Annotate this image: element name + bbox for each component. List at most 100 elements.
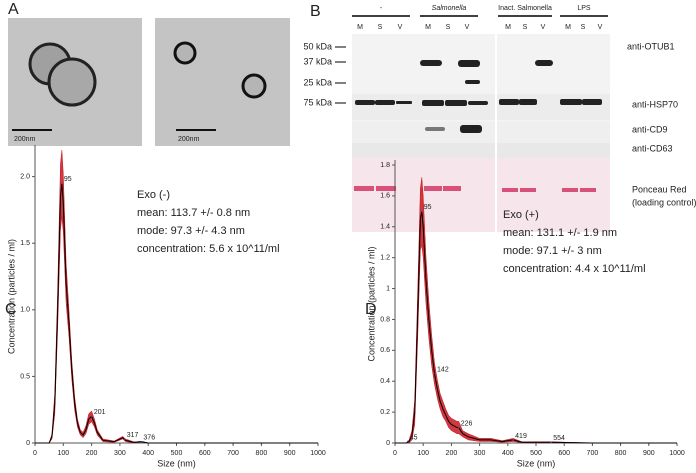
error-band <box>395 177 677 444</box>
y-tick-label: 0.4 <box>380 378 390 385</box>
marker-label: 50 kDa <box>303 41 332 51</box>
x-tick-label: 200 <box>446 450 458 457</box>
y-tick-label: 0.6 <box>380 347 390 354</box>
y-tick-label: 1.5 <box>20 240 30 247</box>
peak-label: 45 <box>410 434 418 441</box>
x-tick-label: 0 <box>393 450 397 457</box>
blot-label: anti-CD9 <box>632 124 668 134</box>
annotation: Exo (+) <box>503 209 539 221</box>
peak-marker <box>61 182 63 185</box>
y-tick-label: 1.0 <box>20 307 30 314</box>
peak-marker <box>140 440 143 443</box>
panel-label: A <box>8 1 19 18</box>
y-axis-label: Concentration (particles / ml) <box>366 246 376 361</box>
y-axis-label: Concentration (particles / ml) <box>6 239 16 354</box>
vesicle <box>173 41 197 65</box>
y-tick-label: 2.0 <box>20 173 30 180</box>
annotation: mode: 97.3 +/- 4.3 nm <box>137 225 245 237</box>
lane-label: S <box>523 24 528 31</box>
x-tick-label: 300 <box>474 450 486 457</box>
lane-label: M <box>505 24 511 31</box>
x-tick-label: 600 <box>558 450 570 457</box>
lane-label: V <box>398 24 403 31</box>
peak-label: 142 <box>437 366 449 373</box>
y-tick-label: 0 <box>386 440 390 447</box>
ponceau <box>497 158 610 232</box>
peak-label: 226 <box>461 420 473 427</box>
y-tick-label: 1.2 <box>380 255 390 262</box>
x-tick-label: 400 <box>502 450 514 457</box>
bands <box>355 60 602 133</box>
blot-label: anti-OTUB1 <box>627 41 675 51</box>
peak-label: 201 <box>94 409 106 416</box>
x-tick-label: 900 <box>284 450 296 457</box>
peak-marker <box>406 440 409 443</box>
lane-label: M <box>565 24 571 31</box>
x-axis-label: Size (nm) <box>517 458 556 468</box>
y-tick-label: 0.5 <box>20 373 30 380</box>
x-tick-label: 100 <box>417 450 429 457</box>
x-tick-label: 800 <box>615 450 627 457</box>
peak-label: 317 <box>127 432 139 439</box>
x-tick-label: 1000 <box>669 450 685 457</box>
panel-label: C <box>5 301 17 318</box>
peak-label: 554 <box>553 435 565 442</box>
y-tick-label: 0.8 <box>380 316 390 323</box>
lane-label: V <box>598 24 603 31</box>
y-tick-label: 1.8 <box>380 162 390 169</box>
y-tick-label: 1.6 <box>380 193 390 200</box>
x-tick-label: 200 <box>86 450 98 457</box>
peak-marker <box>420 210 423 213</box>
annotation: mode: 97.1 +/- 3 nm <box>503 245 602 257</box>
peak-marker <box>91 415 93 418</box>
panel-label: B <box>310 3 321 20</box>
x-tick-label: 100 <box>57 450 69 457</box>
lane-label: V <box>465 24 470 31</box>
lane-label: S <box>581 24 586 31</box>
y-tick-label: 0 <box>26 440 30 447</box>
group-label: - <box>380 5 383 12</box>
peak-marker <box>457 426 460 429</box>
x-tick-label: 1000 <box>310 450 326 457</box>
x-tick-label: 700 <box>587 450 599 457</box>
x-tick-label: 900 <box>643 450 655 457</box>
y-tick-label: 0.2 <box>380 409 390 416</box>
marker-label: 75 kDa <box>303 97 332 107</box>
mean-line <box>395 211 677 444</box>
group-label: LPS <box>577 5 591 12</box>
annotation: mean: 113.7 +/- 0.8 nm <box>137 207 250 219</box>
vesicle <box>47 57 97 107</box>
vesicle <box>241 73 267 99</box>
group-label: Salmonella <box>432 5 467 12</box>
x-tick-label: 700 <box>227 450 239 457</box>
peak-marker <box>434 372 436 375</box>
blot-label: anti-HSP70 <box>632 99 678 109</box>
micrograph <box>155 18 290 146</box>
mean-line <box>35 183 318 444</box>
blot-row <box>352 122 610 143</box>
ponceau-bands <box>354 186 596 192</box>
x-tick-label: 800 <box>256 450 268 457</box>
x-tick-label: 0 <box>33 450 37 457</box>
marker-ticks <box>335 46 346 104</box>
error-band <box>35 149 318 444</box>
peak-label: 419 <box>515 433 527 440</box>
scale-label: 200nm <box>178 136 200 143</box>
peak-label: 95 <box>64 176 72 183</box>
peak-label: 376 <box>143 435 155 442</box>
annotation: Exo (-) <box>137 189 170 201</box>
peak-marker <box>550 441 553 444</box>
lane-label: M <box>425 24 431 31</box>
x-tick-label: 300 <box>114 450 126 457</box>
annotation: concentration: 5.6 x 10^11/ml <box>137 243 280 255</box>
lane-label: M <box>357 24 363 31</box>
y-tick-label: 1.4 <box>380 224 390 231</box>
lane-label: S <box>446 24 451 31</box>
x-tick-label: 500 <box>171 450 183 457</box>
blot-label: anti-CD63 <box>632 143 673 153</box>
lane-label: V <box>541 24 546 31</box>
blot-gap <box>495 34 497 232</box>
group-label: Inact. Salmonella <box>498 5 552 12</box>
